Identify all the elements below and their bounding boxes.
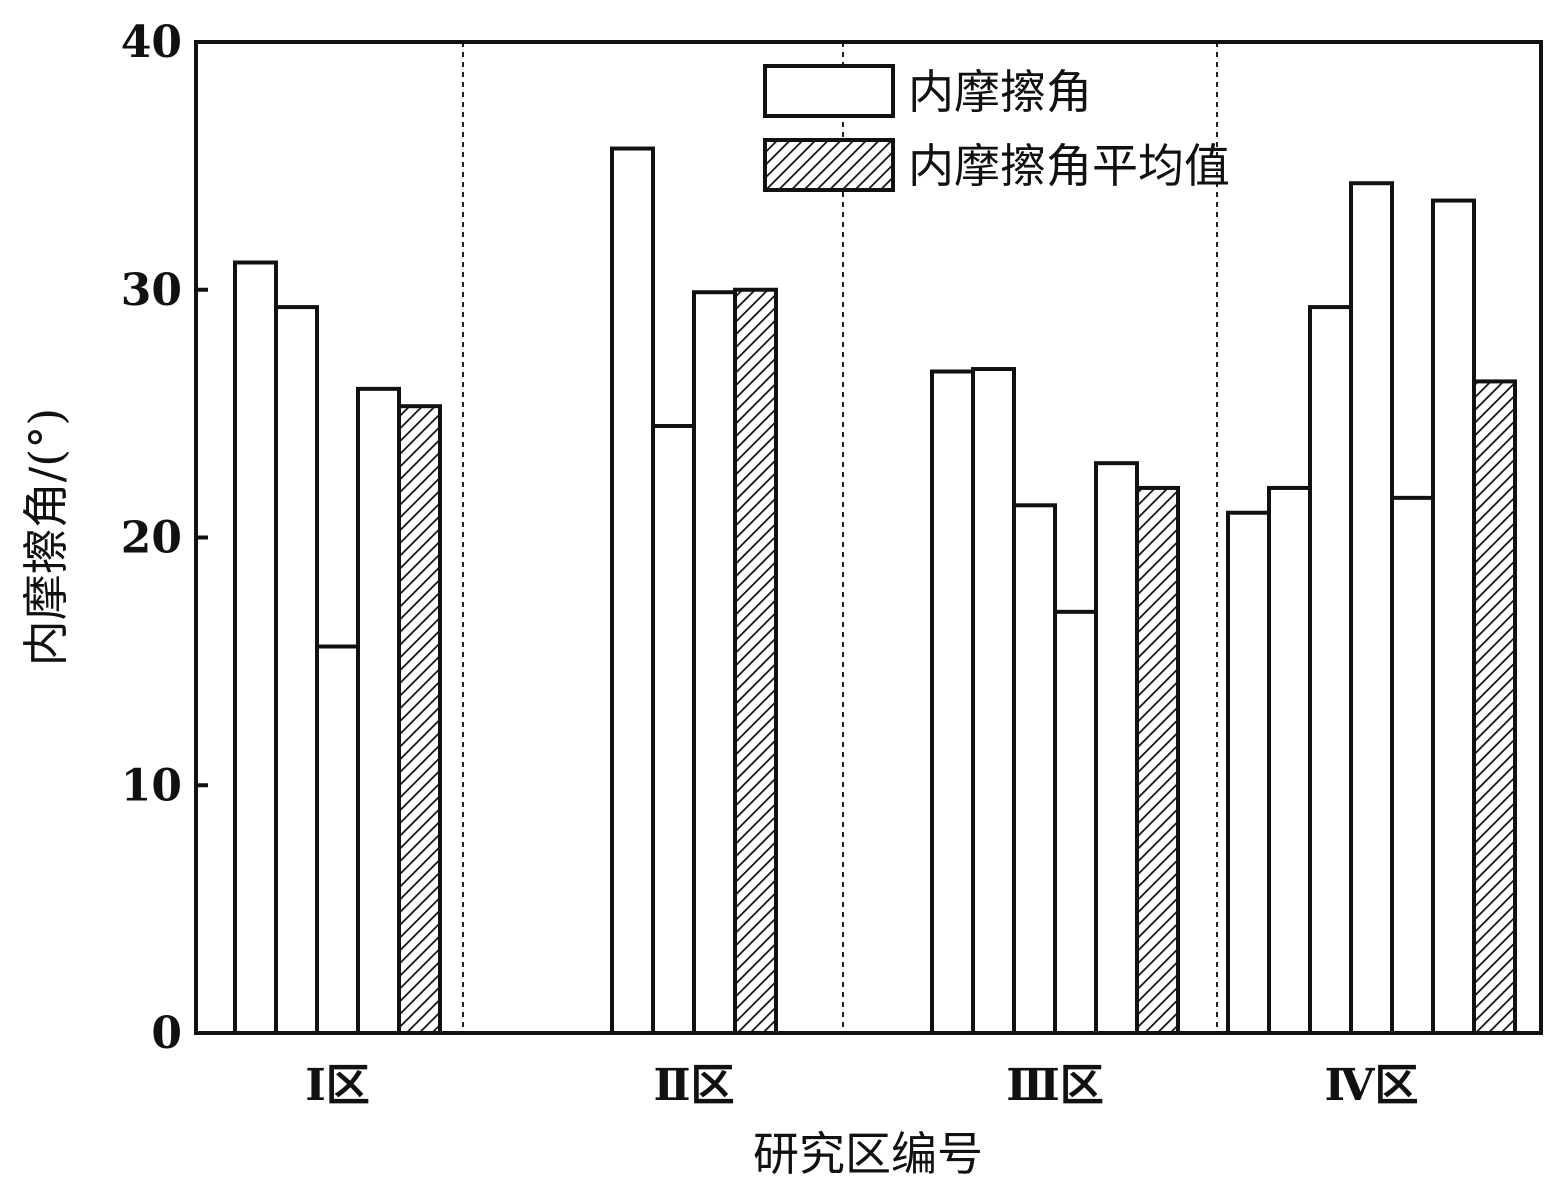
bar	[610, 146, 655, 1036]
bar	[1349, 181, 1394, 1035]
bar	[356, 386, 401, 1036]
bar	[1267, 485, 1312, 1035]
bar	[1094, 461, 1139, 1035]
mean-bar	[733, 287, 778, 1035]
mean-bar	[1472, 379, 1517, 1036]
bar	[1390, 495, 1435, 1035]
bar	[1431, 198, 1476, 1035]
bar	[1308, 305, 1353, 1035]
bar	[315, 644, 360, 1035]
bar	[233, 260, 278, 1035]
bar	[1053, 609, 1098, 1035]
y-axis-title: 内摩擦角/(°)	[19, 408, 73, 666]
x-tick-label: Ⅰ区	[305, 1060, 370, 1111]
axes: Ⅰ区 Ⅱ区 Ⅲ区 Ⅳ区 0 10 20 30 40	[121, 17, 1543, 1111]
y-tick-label: 0	[151, 1008, 182, 1059]
legend-swatch	[763, 64, 895, 118]
bar	[1012, 503, 1057, 1036]
legend-swatch	[763, 138, 895, 192]
mean-bar	[397, 404, 442, 1035]
x-tick-label: Ⅳ区	[1325, 1060, 1419, 1111]
bar	[274, 305, 319, 1035]
bar	[1226, 510, 1271, 1035]
bar	[971, 367, 1016, 1035]
x-tick-label: Ⅱ区	[653, 1060, 734, 1111]
bars	[233, 146, 1517, 1036]
x-axis-title: 研究区编号	[753, 1127, 983, 1181]
bar	[692, 290, 737, 1036]
legend-label: 内摩擦角	[908, 65, 1092, 119]
x-tick-label: Ⅲ区	[1006, 1060, 1104, 1111]
bar	[930, 369, 975, 1035]
mean-bar	[1135, 485, 1180, 1035]
legend-label: 内摩擦角平均值	[908, 139, 1230, 193]
y-tick-label: 40	[121, 17, 182, 68]
y-tick-label: 30	[121, 265, 182, 316]
bar	[651, 424, 696, 1035]
y-tick-label: 10	[121, 760, 182, 811]
y-tick-label: 20	[121, 513, 182, 564]
